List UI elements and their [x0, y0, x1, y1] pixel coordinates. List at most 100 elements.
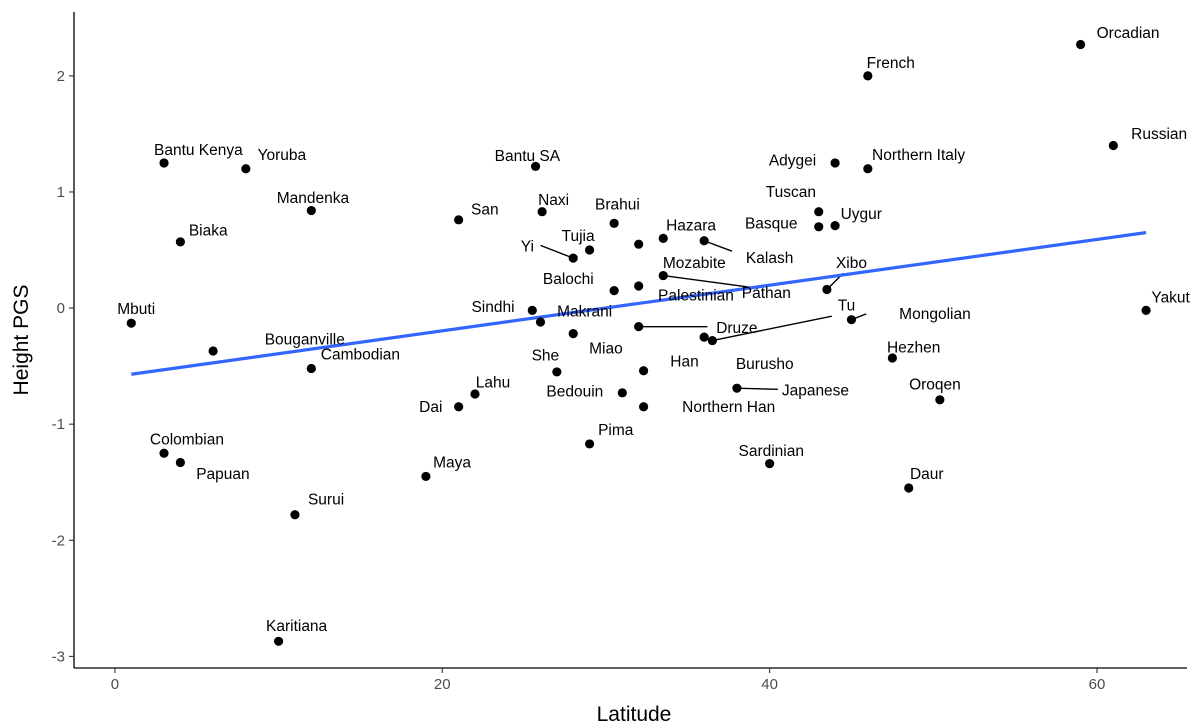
trend-line-group	[131, 231, 1147, 376]
point-label: Kalash	[746, 250, 793, 267]
y-tick-label: -3	[52, 648, 65, 665]
data-point	[699, 236, 709, 246]
data-point	[1076, 39, 1086, 50]
data-point	[846, 315, 857, 325]
data-point	[830, 221, 840, 231]
point-label: Xibo	[836, 255, 867, 272]
x-tick-label: 60	[1089, 676, 1106, 693]
data-point	[638, 366, 649, 376]
point-label: Bantu Kenya	[154, 142, 243, 159]
point-label: Surui	[308, 492, 344, 509]
point-label: French	[867, 55, 915, 72]
point-label: Tujia	[562, 228, 595, 245]
data-point	[126, 318, 136, 328]
data-point	[273, 636, 284, 646]
point-label: Brahui	[595, 197, 640, 214]
point-label: Oroqen	[909, 377, 961, 394]
point-label: Lahu	[476, 374, 510, 391]
point-label: Han	[670, 353, 698, 370]
point-label: Mandenka	[277, 190, 350, 207]
point-label: Bantu SA	[495, 148, 561, 165]
point-label: Bedouin	[546, 384, 603, 401]
point-label: Orcadian	[1097, 25, 1160, 42]
point-label: Colombian	[150, 431, 224, 448]
data-point	[1108, 140, 1118, 151]
data-point	[241, 164, 251, 174]
point-label: Daur	[910, 466, 944, 483]
data-point	[552, 367, 562, 377]
point-label: Hazara	[666, 218, 716, 235]
y-ticks: -3 -2 -1 0 1 2	[52, 68, 74, 665]
point-label: Makrani	[557, 304, 612, 321]
data-point	[638, 402, 649, 412]
label-connector-line	[712, 315, 832, 342]
data-point	[175, 457, 185, 468]
data-point	[609, 218, 619, 228]
point-label: Maya	[433, 454, 471, 471]
data-point	[609, 286, 619, 296]
point-label: Tuscan	[766, 184, 816, 201]
point-label: Hezhen	[887, 340, 940, 357]
data-point	[208, 346, 218, 356]
y-tick-label: 0	[57, 300, 65, 317]
data-point	[306, 205, 316, 216]
data-point	[814, 222, 824, 232]
y-tick-label: -2	[52, 532, 65, 549]
data-point	[306, 363, 316, 374]
point-label: Miao	[589, 341, 623, 358]
data-point	[584, 245, 595, 255]
data-point	[634, 281, 644, 291]
data-point	[470, 389, 480, 399]
label-connector-line	[703, 240, 733, 252]
point-label: Pathan	[742, 285, 791, 302]
point-label: Northern Han	[682, 399, 775, 416]
y-tick-label: 1	[57, 184, 65, 201]
data-point	[421, 471, 431, 482]
point-label: Yakut	[1151, 290, 1190, 307]
data-point	[863, 164, 873, 174]
data-point	[1141, 305, 1151, 315]
data-point	[814, 207, 824, 217]
data-point	[584, 439, 595, 449]
x-tick-label: 0	[111, 676, 119, 693]
data-point	[568, 329, 578, 339]
data-point	[822, 284, 832, 295]
data-point	[159, 158, 169, 168]
data-point	[537, 207, 547, 217]
point-label: Yi	[521, 239, 534, 256]
point-label: Russian	[1131, 126, 1187, 143]
data-points	[126, 39, 1151, 646]
y-tick-label: -1	[52, 416, 65, 433]
axes	[73, 12, 1187, 669]
data-point	[658, 233, 668, 244]
data-point	[707, 335, 717, 346]
data-point	[699, 332, 709, 342]
point-label: Burusho	[736, 356, 794, 373]
data-point	[765, 459, 775, 469]
data-point	[658, 270, 668, 281]
point-label: Japanese	[782, 383, 849, 400]
point-label: Palestinian	[658, 287, 734, 304]
point-label: Druze	[716, 320, 757, 337]
point-label: Mozabite	[663, 255, 726, 272]
data-point	[290, 510, 300, 520]
data-point	[634, 322, 644, 332]
x-tick-label: 40	[761, 676, 778, 693]
label-connector-line	[540, 244, 574, 259]
data-point	[454, 215, 464, 225]
data-point	[634, 239, 644, 249]
data-point	[935, 395, 945, 405]
point-label: Basque	[745, 215, 798, 232]
data-point	[530, 161, 541, 172]
point-label: Cambodian	[321, 347, 400, 364]
point-label: Karitiana	[266, 618, 328, 635]
point-label: Adygei	[769, 153, 816, 170]
data-point	[617, 388, 627, 398]
y-tick-label: 2	[57, 68, 65, 85]
data-point	[568, 253, 578, 263]
x-axis-title: Latitude	[597, 703, 672, 726]
point-labels: Orcadian French Russian Bantu Kenya Yoruba Ba…	[117, 25, 1190, 635]
point-label: Mongolian	[899, 306, 971, 323]
data-point	[863, 71, 873, 81]
point-label: Mbuti	[117, 301, 155, 318]
